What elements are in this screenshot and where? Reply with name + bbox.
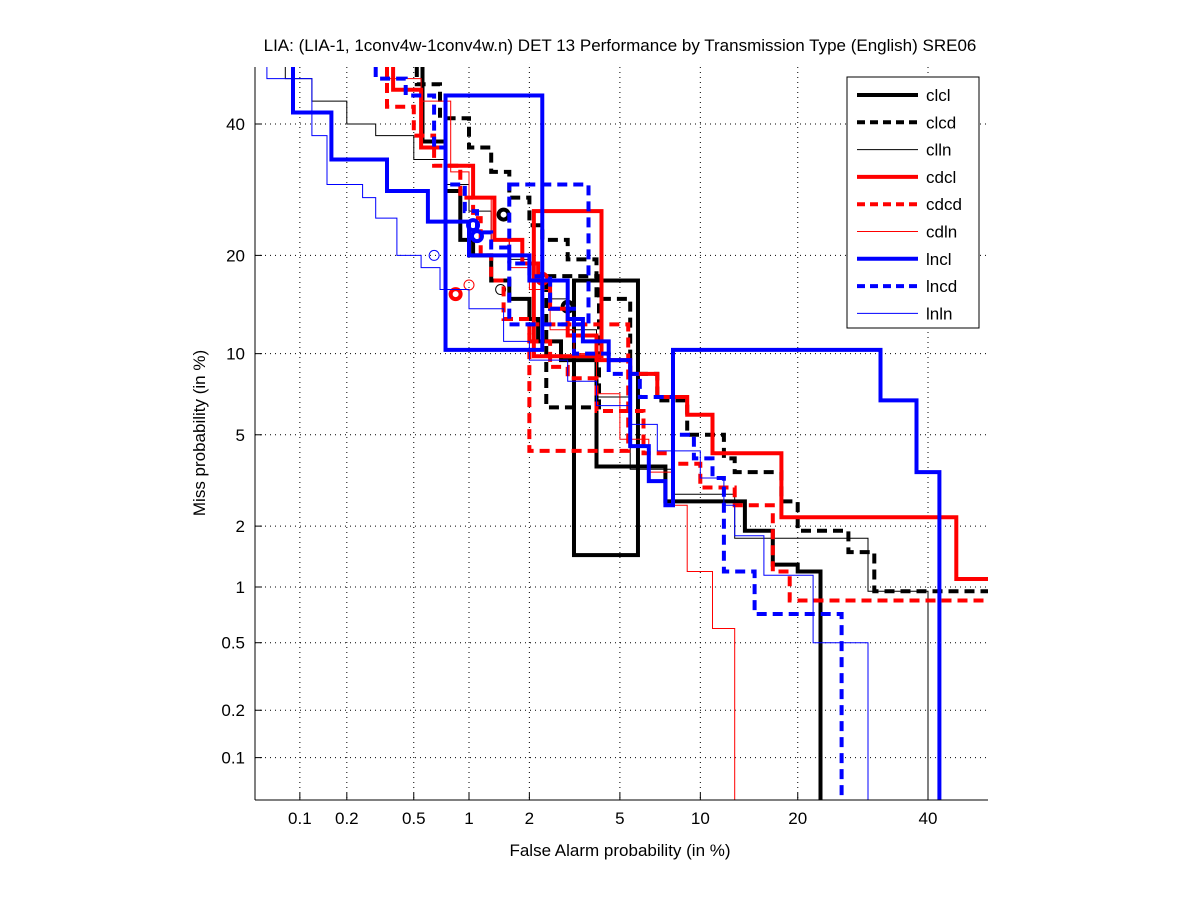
min-dcf-marker-lncd: [469, 229, 484, 244]
x-tick-label: 5: [615, 809, 624, 828]
legend-label-cdcl: cdcl: [926, 168, 956, 187]
series-line-lnln: [266, 67, 869, 800]
x-tick-label: 2: [525, 809, 534, 828]
legend-label-clcl: clcl: [926, 86, 951, 105]
ci-box-lncl: [443, 93, 545, 352]
legend-label-lncl: lncl: [926, 250, 952, 269]
y-tick-label: 2: [236, 517, 245, 536]
series-line-lncl: [291, 67, 942, 800]
series-line-lncd: [373, 67, 844, 800]
ci-box-clcl: [571, 278, 640, 558]
y-ticks: 0.1 0.2 0.5 1 2 5 10 20 40: [221, 115, 262, 768]
y-tick-label: 0.2: [221, 701, 245, 720]
legend-label-clln: clln: [926, 141, 952, 160]
legend-label-lncd: lncd: [926, 277, 957, 296]
x-tick-label: 1: [464, 809, 473, 828]
series-line-cdln: [386, 67, 736, 800]
legend-label-clcd: clcd: [926, 113, 956, 132]
legend-label-lnln: lnln: [926, 304, 952, 323]
min-dcf-marker-clln: [495, 284, 507, 296]
y-tick-label: 0.1: [221, 749, 245, 768]
series-line-clcl: [420, 67, 823, 800]
x-ticks: 0.1 0.2 0.5 1 2 5 10 20 40: [288, 793, 937, 828]
series-layer: [266, 67, 988, 800]
y-tick-label: 0.5: [221, 634, 245, 653]
y-axis-label: Miss probability (in %): [190, 350, 209, 516]
y-tick-label: 1: [236, 578, 245, 597]
ci-box-cdcl: [531, 209, 604, 359]
min-dcf-marker-cdln: [463, 279, 475, 291]
x-tick-label: 0.1: [288, 809, 312, 828]
legend: clcl clcd clln cdcl cdcd cdln lncl lncd lnln: [846, 76, 980, 329]
axes: [254, 67, 988, 801]
y-tick-label: 20: [226, 246, 245, 265]
y-tick-label: 10: [226, 345, 245, 364]
y-tick-label: 5: [236, 426, 245, 445]
y-tick-label: 40: [226, 115, 245, 134]
min-dcf-marker-cdcd: [448, 287, 463, 302]
chart-title: LIA: (LIA-1, 1conv4w-1conv4w.n) DET 13 P…: [264, 36, 977, 55]
x-tick-label: 0.2: [335, 809, 359, 828]
series-line-clln: [284, 67, 929, 800]
min-dcf-marker-lnln: [428, 249, 440, 261]
series-line-cdcd: [385, 67, 988, 603]
x-tick-label: 0.5: [402, 809, 426, 828]
legend-label-cdln: cdln: [926, 223, 957, 242]
x-axis-label: False Alarm probability (in %): [509, 841, 730, 860]
min-dcf-marker-clcl: [496, 207, 511, 222]
legend-label-cdcd: cdcd: [926, 195, 962, 214]
x-tick-label: 20: [788, 809, 807, 828]
x-tick-label: 10: [691, 809, 710, 828]
x-tick-label: 40: [919, 809, 938, 828]
ci-box-lncd: [507, 182, 591, 327]
